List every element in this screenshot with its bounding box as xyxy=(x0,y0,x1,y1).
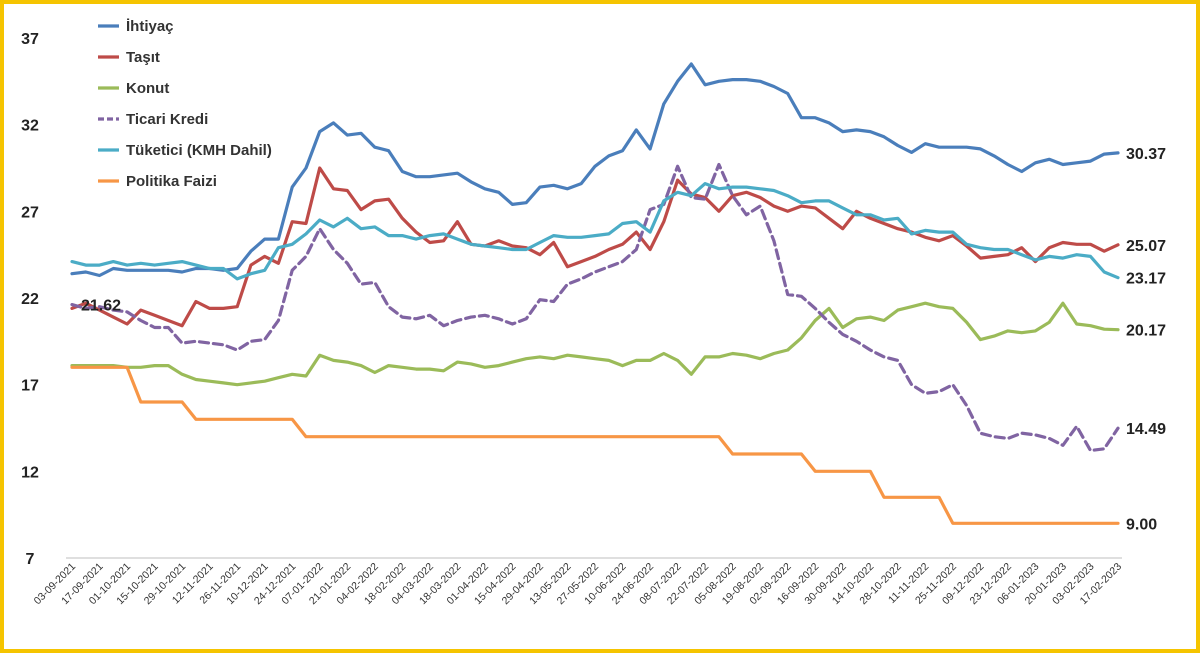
series-line-0 xyxy=(70,62,1120,278)
legend-label-5: Politika Faizi xyxy=(126,173,217,190)
end-label-3: 14.49 xyxy=(1126,421,1166,438)
y-tick-label-3: 22 xyxy=(21,291,39,308)
legend-label-1: Taşıt xyxy=(126,49,160,66)
series-line-3 xyxy=(70,162,1120,453)
legend-label-0: İhtiyaç xyxy=(126,18,174,35)
y-axis: 7 12 17 22 27 32 37 xyxy=(21,31,39,568)
end-label-0: 30.37 xyxy=(1126,146,1166,163)
y-tick-label-6: 37 xyxy=(21,31,39,48)
y-tick-label-4: 27 xyxy=(21,204,39,221)
y-tick-label-5: 32 xyxy=(21,118,39,135)
y-tick-label-0: 7 xyxy=(26,551,35,568)
series-layer xyxy=(70,62,1120,525)
legend: İhtiyaç Taşıt Konut Ticari Kredi Tüketici (K… xyxy=(98,18,272,190)
series-line-4 xyxy=(70,182,1120,281)
end-label-2: 20.17 xyxy=(1126,323,1166,340)
y-tick-label-2: 17 xyxy=(21,378,39,395)
x-axis: 03-09-202117-09-202101-10-202115-10-2021… xyxy=(32,557,1124,607)
series-line-1 xyxy=(70,166,1120,328)
y-tick-label-1: 12 xyxy=(21,464,39,481)
legend-label-3: Ticari Kredi xyxy=(126,111,208,128)
end-label-4: 23.17 xyxy=(1126,271,1166,288)
legend-label-4: Tüketici (KMH Dahil) xyxy=(126,142,272,159)
series-line-5 xyxy=(70,365,1120,525)
end-label-1: 25.07 xyxy=(1126,238,1166,255)
end-label-5: 9.00 xyxy=(1126,516,1157,533)
end-labels: 30.37 25.07 23.17 20.17 14.49 9.00 21.62 xyxy=(81,146,1166,533)
start-annotation-0: 21.62 xyxy=(81,298,121,315)
legend-label-2: Konut xyxy=(126,80,169,97)
series-line-2 xyxy=(70,301,1120,387)
